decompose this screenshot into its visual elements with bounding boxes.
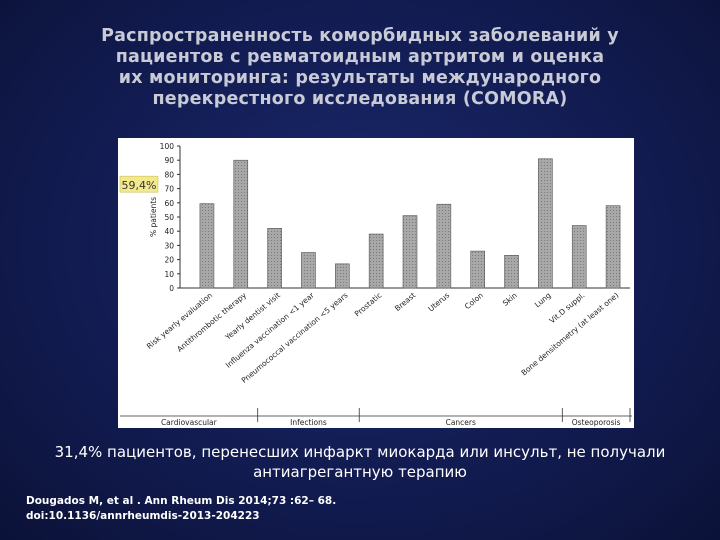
- y-tick-label: 50: [164, 213, 174, 222]
- y-tick-label: 100: [160, 142, 175, 151]
- bar-chart: 0 10 20 30 40 50 60 70 80 90 100 % patients Risk yea…: [118, 138, 634, 428]
- reference-line: Dougados M, et al . Ann Rheum Dis 2014;7…: [26, 495, 337, 507]
- bar-10: [504, 255, 519, 289]
- bar-5: [335, 263, 350, 289]
- bar-7: [402, 215, 418, 289]
- y-tick-label: 70: [164, 185, 174, 194]
- y-axis-label: % patients: [149, 197, 158, 237]
- bar-13: [605, 205, 621, 289]
- category-label: Uterus: [426, 291, 451, 314]
- y-tick-label: 60: [164, 199, 174, 208]
- bar-6: [368, 233, 384, 289]
- slide-caption: 31,4% пациентов, перенесших инфаркт миок…: [54, 443, 666, 481]
- group-label: Infections: [290, 418, 327, 427]
- category-label: Lung: [533, 290, 553, 309]
- y-tick-label: 40: [164, 227, 174, 236]
- category-label: Skin: [501, 290, 519, 307]
- bar-4: [301, 252, 316, 289]
- bar-12: [571, 225, 587, 289]
- chart-svg: 0 10 20 30 40 50 60 70 80 90 100 % patients Risk yea…: [119, 142, 632, 427]
- group-label: Osteoporosis: [572, 418, 621, 427]
- category-label: Prostatic: [353, 291, 384, 319]
- bar-2: [233, 159, 249, 289]
- category-label: Colon: [463, 290, 485, 311]
- title-line: их мониторинга: результаты международног…: [118, 68, 602, 88]
- reference: Dougados M, et al . Ann Rheum Dis 2014;7…: [26, 494, 546, 524]
- title-line: пациентов с ревматоидным артритом и оцен…: [115, 47, 605, 67]
- group-label: Cardiovascular: [161, 418, 218, 427]
- y-tick-label: 20: [164, 256, 174, 265]
- y-tick-label: 80: [164, 170, 174, 179]
- slide-title: Распространенность коморбидных заболеван…: [60, 26, 660, 110]
- annotation-label: 59,4%: [122, 179, 157, 192]
- bar-8: [436, 203, 452, 289]
- annotation-box: [119, 175, 159, 193]
- y-tick-label: 10: [164, 270, 174, 279]
- category-label: Breast: [393, 291, 417, 313]
- group-label: Cancers: [446, 418, 476, 427]
- bar-3: [267, 228, 282, 289]
- title-line: Распространенность коморбидных заболеван…: [101, 26, 619, 46]
- y-tick-label: 90: [164, 156, 174, 165]
- y-tick-label: 0: [169, 284, 174, 293]
- bar-11: [538, 158, 553, 289]
- bar-9: [470, 250, 485, 289]
- y-tick-label: 30: [164, 241, 174, 250]
- title-line: перекрестного исследования (COMORA): [152, 89, 568, 109]
- category-label: Risk yearly evaluation: [145, 290, 215, 350]
- reference-line: doi:10.1136/annrheumdis-2013-204223: [26, 510, 260, 522]
- bar-1: [199, 203, 215, 289]
